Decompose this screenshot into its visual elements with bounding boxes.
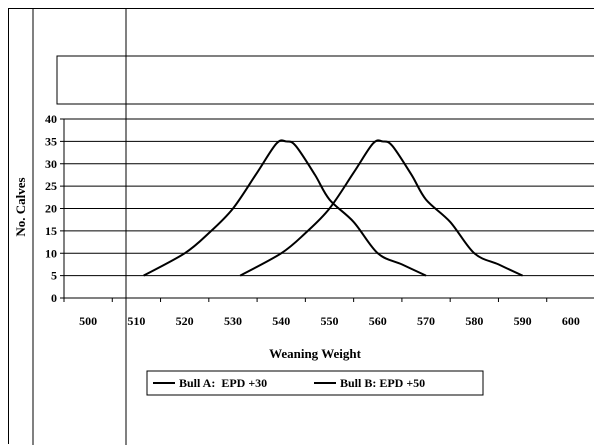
legend-label-bull-b: Bull B: EPD +50 [340, 376, 425, 390]
axes [60, 118, 594, 302]
y-axis-title: No. Calves [13, 177, 28, 236]
x-tick-label-570: 570 [417, 314, 435, 328]
x-tick-label-580: 580 [465, 314, 483, 328]
y-tick-label-40: 40 [45, 112, 57, 126]
x-tick-label-540: 540 [272, 314, 290, 328]
y-tick-label-20: 20 [45, 202, 57, 216]
y-tick-label-35: 35 [45, 134, 57, 148]
chart-frame: 0 5 10 15 20 25 30 35 40 500 510 520 530 540 550 560 570… [8, 8, 594, 445]
x-axis-title: Weaning Weight [269, 346, 362, 361]
x-tick-label-550: 550 [321, 314, 339, 328]
legend: Bull A: EPD +30 Bull B: EPD +50 [146, 370, 484, 396]
x-tick-label-600: 600 [562, 314, 580, 328]
x-tick-label-520: 520 [176, 314, 194, 328]
y-tick-label-10: 10 [45, 246, 57, 260]
x-tick-label-590: 590 [514, 314, 532, 328]
y-tick-label-15: 15 [45, 224, 57, 238]
y-tick-label-5: 5 [51, 269, 57, 283]
y-tick-label-30: 30 [45, 157, 57, 171]
y-tick-label-0: 0 [51, 291, 57, 305]
y-tick-label-25: 25 [45, 179, 57, 193]
x-tick-label-500: 500 [79, 314, 97, 328]
series-line-bull-b [239, 139, 524, 277]
legend-label-bull-a: Bull A: EPD +30 [179, 376, 267, 390]
series-line-bull-a [143, 139, 427, 277]
x-tick-label-530: 530 [224, 314, 242, 328]
series-lines [143, 139, 524, 277]
x-tick-label-510: 510 [127, 314, 145, 328]
title-box [56, 55, 594, 105]
x-tick-label-560: 560 [369, 314, 387, 328]
